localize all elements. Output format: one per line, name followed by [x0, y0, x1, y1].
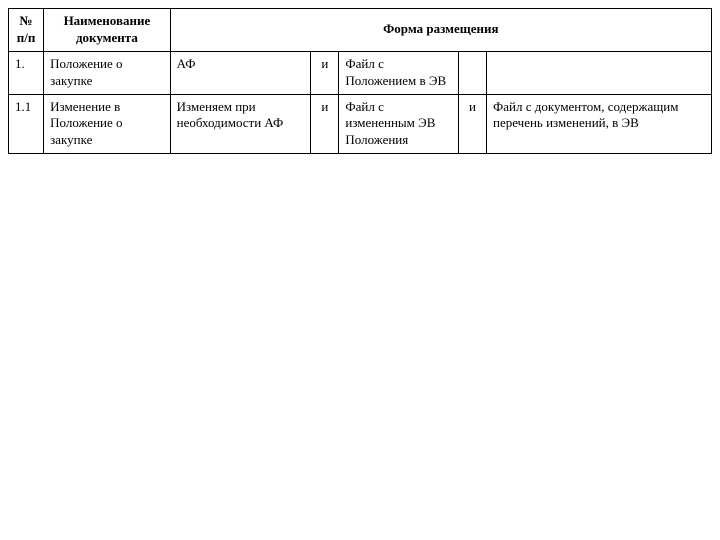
header-name: Наименование документа	[44, 9, 171, 52]
cell-c3: Файл с Положением в ЭВ	[339, 51, 459, 94]
header-num: № п/п	[9, 9, 44, 52]
cell-num: 1.1	[9, 94, 44, 154]
cell-c4	[458, 51, 486, 94]
cell-name: Изменение в Положение о закупке	[44, 94, 171, 154]
cell-num: 1.	[9, 51, 44, 94]
table-row: 1.1 Изменение в Положение о закупке Изме…	[9, 94, 712, 154]
table-header-row: № п/п Наименование документа Форма разме…	[9, 9, 712, 52]
cell-c1: Изменяем при необходимости АФ	[170, 94, 311, 154]
header-form: Форма размещения	[170, 9, 711, 52]
cell-c5: Файл с документом, содержащим перечень и…	[486, 94, 711, 154]
document-table: № п/п Наименование документа Форма разме…	[8, 8, 712, 154]
cell-c1: АФ	[170, 51, 311, 94]
cell-name: Положение о закупке	[44, 51, 171, 94]
cell-c4: и	[458, 94, 486, 154]
cell-c2: и	[311, 51, 339, 94]
cell-c5	[486, 51, 711, 94]
cell-c3: Файл с измененным ЭВ Положения	[339, 94, 459, 154]
table-row: 1. Положение о закупке АФ и Файл с Полож…	[9, 51, 712, 94]
cell-c2: и	[311, 94, 339, 154]
